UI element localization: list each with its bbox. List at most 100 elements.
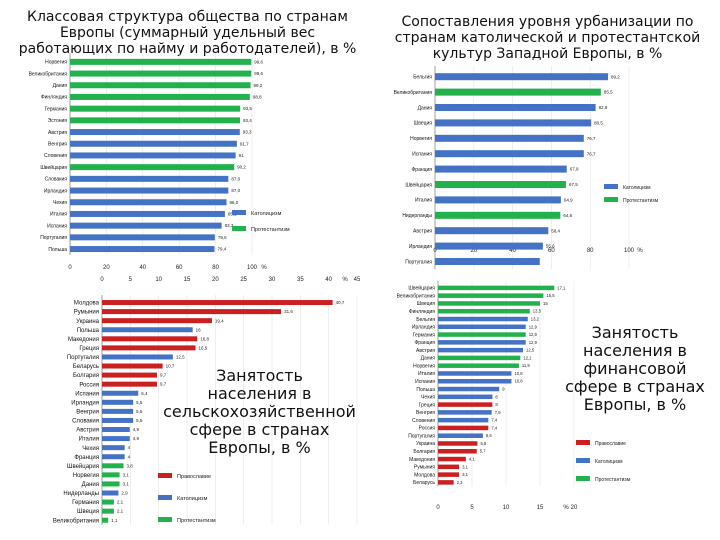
category-label: Бельгия (413, 74, 432, 80)
value-label: 12,9 (529, 332, 538, 337)
category-label: Чехия (421, 395, 435, 401)
bar (70, 105, 241, 112)
legend-swatch-protestant (576, 476, 590, 481)
legend-label-catholic: Католицизм (177, 496, 208, 502)
bar (70, 140, 237, 147)
category-label: Словакия (45, 177, 68, 183)
category-label: Великобритания (397, 293, 436, 299)
bar (102, 309, 282, 315)
x-unit-label: % (342, 277, 348, 283)
bar (102, 463, 124, 469)
category-label: Польша (77, 328, 100, 334)
value-label: 12,5 (176, 355, 185, 360)
category-label: Норвегия (73, 473, 99, 479)
category-label: Франция (415, 340, 436, 346)
bar (438, 449, 477, 454)
value-label: 6,6 (486, 433, 492, 438)
x-tick-label: 35 (297, 277, 304, 283)
bar (102, 490, 119, 496)
value-label: 9,7 (160, 382, 167, 387)
category-label: Великобритания (394, 90, 433, 96)
category-label: Венгрия (416, 410, 435, 416)
category-label: Греция (79, 346, 99, 352)
category-label: Нидерланды (63, 491, 99, 497)
bar (438, 394, 493, 400)
category-label: Италия (50, 212, 67, 218)
bar (435, 242, 543, 250)
value-label: 4 (128, 445, 131, 450)
bar (70, 117, 240, 124)
value-label: 87,0 (231, 176, 240, 181)
bar (435, 211, 561, 219)
bar (70, 234, 215, 241)
bar (438, 472, 460, 477)
x-tick-label: 15 (537, 505, 544, 511)
value-label: 87,0 (231, 188, 240, 193)
x-tick-label: 15 (184, 277, 191, 283)
bar (102, 300, 333, 306)
value-label: 82,8 (599, 105, 608, 110)
value-label: 91 (239, 153, 245, 158)
bar (438, 456, 466, 462)
x-tick-label: 80 (587, 248, 594, 254)
value-label: 13,5 (533, 309, 542, 314)
category-label: Дания (82, 482, 99, 488)
category-label: Норвегия (45, 60, 67, 66)
x-tick-label: 60 (548, 248, 555, 254)
legend-swatch-protestant (232, 226, 246, 231)
value-label: 2,1 (117, 500, 124, 505)
x-tick-label: 5 (470, 505, 474, 511)
bar (102, 508, 114, 514)
value-label: 9,7 (160, 373, 167, 378)
value-label: 15,5 (546, 293, 555, 298)
category-label: Дания (421, 356, 436, 362)
value-label: 3,1 (462, 464, 468, 469)
bar (438, 340, 526, 345)
category-label: Австрия (416, 348, 435, 354)
value-label: 64,6 (563, 213, 572, 218)
x-tick-label: 40 (139, 265, 146, 271)
value-label: 16,5 (199, 345, 208, 350)
category-label: Италия (415, 198, 432, 204)
value-label: 7,4 (491, 425, 497, 430)
category-label: Словакия (72, 419, 99, 425)
category-label: Венгрия (76, 409, 99, 415)
category-label: Испания (415, 379, 435, 385)
legend-swatch-catholic (604, 184, 618, 189)
value-label: 98,8 (253, 95, 262, 100)
bar (102, 390, 139, 396)
value-label: 76,7 (587, 136, 596, 141)
category-label: Швеция (417, 301, 436, 307)
category-label: Португалия (40, 235, 67, 241)
x-unit-label: % (563, 505, 569, 511)
value-label: 89,2 (611, 74, 620, 79)
bar (102, 408, 134, 414)
category-label: Франция (412, 167, 433, 173)
value-label: 10,8 (514, 379, 523, 384)
category-label: Великобритания (53, 518, 99, 524)
category-label: Испания (412, 151, 432, 157)
value-label: 3,1 (462, 472, 468, 477)
value-label: 90,2 (237, 165, 246, 170)
bar (102, 436, 130, 442)
value-label: 5,7 (480, 449, 486, 454)
chart-2-title: Сопоставления уровня урбанизации по стра… (394, 14, 701, 62)
category-label: Словения (44, 153, 67, 159)
bar (435, 104, 596, 111)
value-label: 17,1 (557, 285, 566, 290)
bar (438, 379, 512, 384)
value-label: 93,5 (243, 106, 252, 111)
bar (438, 464, 460, 470)
value-label: 19,4 (215, 318, 224, 323)
category-label: Португалия (408, 433, 435, 439)
category-label: Швейцария (67, 463, 99, 470)
category-label: Швеция (414, 121, 433, 127)
legend-swatch-orthodox (158, 473, 172, 478)
bar (435, 196, 561, 204)
x-tick-label: 25 (240, 277, 247, 283)
category-label: Ирландия (409, 244, 432, 250)
category-label: Финляндия (41, 95, 67, 101)
value-label: 4,9 (133, 427, 140, 432)
